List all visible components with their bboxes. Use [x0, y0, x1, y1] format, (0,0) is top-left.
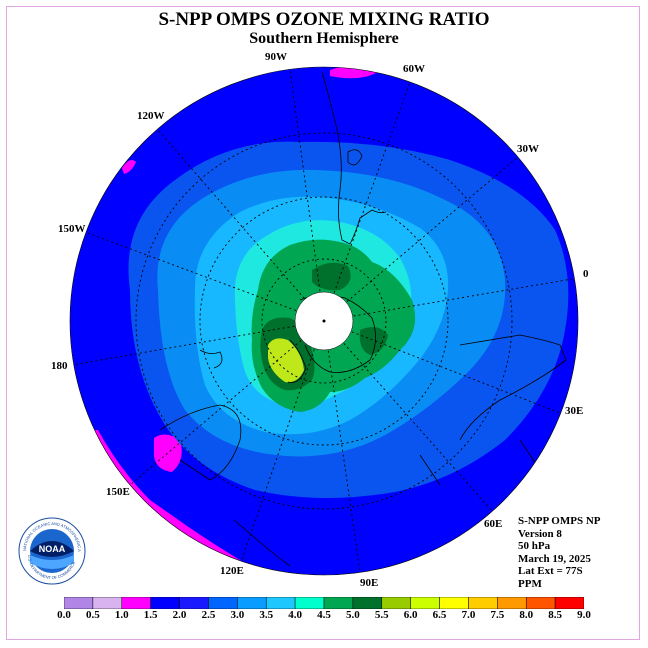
lon-label-30e: 30E	[565, 405, 584, 417]
lon-label-150e: 150E	[106, 486, 130, 498]
colorbar-swatch	[64, 597, 94, 609]
colorbar-tick-label: 7.5	[490, 609, 505, 621]
map-title: S-NPP OMPS OZONE MIXING RATIO	[158, 9, 490, 30]
plot-frame	[6, 6, 640, 640]
lon-label-150w: 150W	[58, 223, 86, 235]
lon-label-60w: 60W	[403, 63, 425, 75]
colorbar-swatch	[323, 597, 354, 609]
map-boundary	[69, 66, 579, 576]
colorbar-tick-label: 1.0	[114, 609, 129, 621]
date-text: March 19, 2025	[518, 552, 591, 565]
coastlines	[159, 71, 567, 567]
instrument-text: S-NPP OMPS NP	[518, 515, 601, 527]
version-text: Version 8	[518, 527, 562, 540]
lon-label-0: 0	[583, 268, 589, 280]
lon-label-120e: 120E	[220, 565, 244, 577]
units-text: PPM	[518, 577, 542, 590]
colorbar-swatch	[237, 597, 267, 609]
colorbar-swatch	[439, 597, 469, 609]
colorbar-swatch	[208, 597, 238, 609]
lat-extent-text: Lat Ext = 77S	[518, 565, 583, 577]
colorbar-tick-label: 8.0	[519, 609, 534, 621]
colorbar-tick-label: 0.5	[86, 609, 100, 621]
colorbar-swatch	[150, 597, 180, 609]
colorbar-swatch	[497, 597, 527, 609]
colorbar-swatch	[381, 597, 411, 609]
noaa-logo: NOAA NATIONAL OCEANIC AND ATMOSPHERIC AD…	[18, 517, 86, 585]
colorbar	[64, 597, 584, 609]
colorbar-tick-label: 4.5	[317, 609, 331, 621]
colorbar-swatch	[294, 597, 325, 609]
colorbar-tick-label: 6.5	[432, 609, 447, 621]
colorbar-tick-label: 6.0	[403, 609, 418, 621]
magenta-patch-small	[154, 434, 182, 472]
ozone-contour-5.0-5.5	[268, 338, 304, 383]
colorbar-tick-label: 5.5	[374, 609, 389, 621]
pressure-level-text: 50 hPa	[518, 540, 551, 552]
colorbar-swatch	[410, 597, 440, 609]
colorbar-swatch	[554, 597, 584, 609]
south-pole-marker	[322, 319, 326, 323]
colorbar-tick-label: 1.5	[143, 609, 158, 621]
colorbar-swatch	[92, 597, 123, 609]
colorbar-swatch	[352, 597, 383, 609]
colorbar-swatch	[121, 597, 151, 609]
lon-label-120w: 120W	[137, 110, 165, 122]
colorbar-tick-label: 0.0	[57, 609, 71, 621]
lon-label-60e: 60E	[484, 518, 503, 530]
graticule	[71, 69, 578, 573]
colorbar-tick-label: 3.0	[230, 609, 245, 621]
colorbar-tick-label: 2.5	[201, 609, 216, 621]
lon-label-90e: 90E	[360, 577, 379, 589]
colorbar-tick-label: 3.5	[259, 609, 274, 621]
colorbar-tick-label: 8.5	[548, 609, 562, 621]
colorbar-swatch	[179, 597, 209, 609]
colorbar-tick-label: 9.0	[577, 609, 591, 621]
lon-label-180: 180	[51, 360, 68, 372]
colorbar-tick-label: 2.0	[172, 609, 187, 621]
colorbar-swatch	[468, 597, 498, 609]
colorbar-tick-label: 4.0	[288, 609, 302, 621]
colorbar-swatch	[525, 597, 556, 609]
lon-label-30w: 30W	[517, 143, 539, 155]
colorbar-tick-label: 7.0	[461, 609, 476, 621]
noaa-logo-text: NOAA	[39, 544, 66, 554]
colorbar-swatch	[265, 597, 296, 609]
metadata-block: S-NPP OMPS NP Version 8 50 hPa March 19,…	[518, 515, 601, 590]
magenta-patch-left	[122, 160, 136, 174]
colorbar-tick-label: 5.0	[346, 609, 360, 621]
map-subtitle: Southern Hemisphere	[249, 30, 399, 47]
lon-label-90w: 90W	[265, 51, 287, 63]
